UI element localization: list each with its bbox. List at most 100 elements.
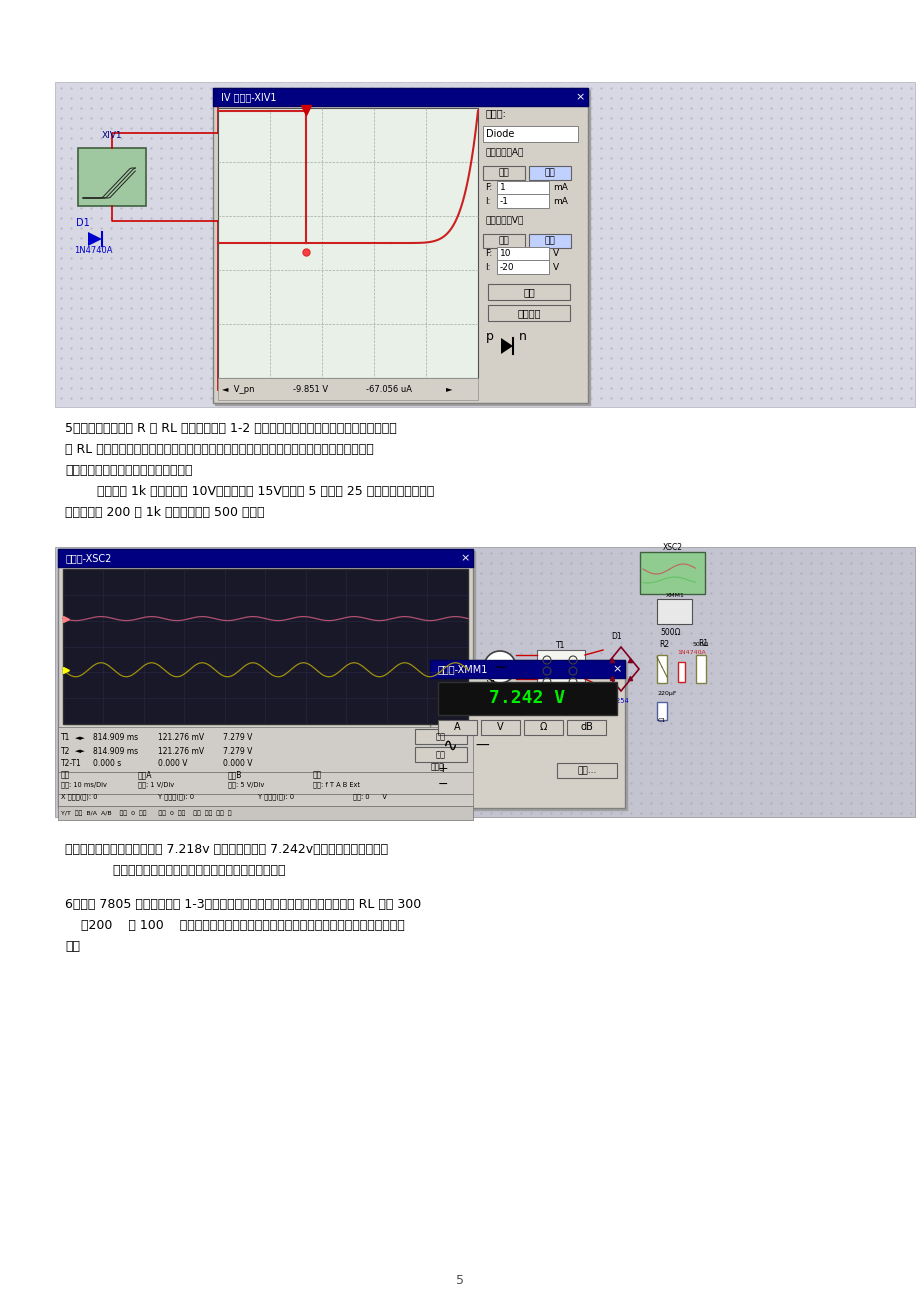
Text: 标度: 10 ms/Div: 标度: 10 ms/Div [61, 781, 107, 788]
Bar [482, 234, 525, 247]
Text: Y/T  动加  B/A  A/B    交流  0  直流      交流  0  直流    单次  正常  自动  无: Y/T 动加 B/A A/B 交流 0 直流 交流 0 直流 单次 正常 自动 … [61, 810, 232, 816]
Text: 流电阻应在 200 到 1k 欧姆之间，取 500 欧姆。: 流电阻应在 200 到 1k 欧姆之间，取 500 欧姆。 [65, 506, 265, 519]
Text: 电压范围（V）: 电压范围（V） [485, 215, 524, 224]
Text: -9.851 V: -9.851 V [292, 384, 328, 393]
Bar [482, 126, 577, 142]
Text: 500Ω: 500Ω [692, 642, 709, 647]
Bar [414, 747, 467, 762]
Text: 通道A: 通道A [138, 769, 153, 779]
Text: 反向: 反向 [436, 732, 446, 741]
Bar [58, 772, 472, 794]
Bar [677, 661, 685, 682]
Text: 5: 5 [456, 1273, 463, 1286]
Text: 线性: 线性 [544, 237, 555, 246]
Bar [537, 650, 584, 691]
Bar [437, 682, 617, 715]
Bar [60, 551, 474, 809]
Text: 814.909 ms: 814.909 ms [93, 733, 138, 742]
Text: 1N4740A: 1N4740A [676, 650, 705, 655]
Bar [218, 108, 478, 378]
Bar [414, 729, 467, 743]
Text: R1: R1 [698, 639, 708, 648]
Bar [481, 720, 519, 736]
Bar [640, 552, 704, 594]
Text: 吗？: 吗？ [65, 940, 80, 953]
Text: 时基: 时基 [61, 769, 70, 779]
Text: ∿: ∿ [441, 737, 457, 755]
Text: ×: × [460, 553, 470, 562]
Text: 水平: 0      V: 水平: 0 V [353, 793, 387, 799]
Text: ，200    和 100    时的负载电压。计算这些情况下的电流。负载电阻的値影响输出电压: ，200 和 100 时的负载电压。计算这些情况下的电流。负载电阻的値影响输出电… [65, 919, 404, 932]
Text: Y 轴位移(格): 0: Y 轴位移(格): 0 [158, 793, 194, 799]
Text: I:: I: [484, 197, 490, 206]
Text: mA: mA [552, 197, 567, 206]
Text: T1: T1 [61, 733, 70, 742]
Bar [432, 661, 627, 810]
Text: R2: R2 [658, 641, 668, 648]
Text: 7.279 V: 7.279 V [222, 746, 252, 755]
Text: I:: I: [484, 263, 490, 272]
Text: 0.000 V: 0.000 V [158, 759, 187, 768]
Text: 500Ω: 500Ω [659, 628, 680, 637]
Text: 220μF: 220μF [657, 691, 676, 697]
Text: ◄  V_pn: ◄ V_pn [221, 384, 255, 393]
Text: 若负载为 1k 欧姆，稳压 10V，输入电压 15V，电流 5 毫安到 25 毫安，则计算得出限: 若负载为 1k 欧姆，稳压 10V，输入电压 15V，电流 5 毫安到 25 毫… [65, 486, 434, 497]
Bar [58, 727, 472, 772]
Bar [482, 165, 525, 180]
Text: D1: D1 [76, 217, 90, 228]
Text: XIV1: XIV1 [102, 132, 122, 141]
Text: −: − [437, 777, 448, 790]
Bar [496, 194, 549, 208]
Text: n: n [518, 329, 527, 342]
Bar [58, 806, 472, 820]
Text: 设置...: 设置... [577, 766, 596, 775]
Text: 10:1: 10:1 [553, 693, 567, 698]
Bar [524, 720, 562, 736]
Text: Ω: Ω [539, 723, 547, 733]
Text: mA: mA [552, 184, 567, 193]
Text: 评论这些不同的负载电阻电路的工作。: 评论这些不同的负载电阻电路的工作。 [65, 464, 192, 477]
Text: 仿真参数: 仿真参数 [516, 309, 540, 318]
Text: T1: T1 [556, 641, 565, 650]
Text: p: p [485, 329, 494, 342]
Text: 60Hz: 60Hz [486, 700, 502, 704]
Text: 0.000 s: 0.000 s [93, 759, 121, 768]
Text: 对数: 对数 [498, 237, 509, 246]
Bar [218, 378, 478, 400]
Bar [62, 569, 468, 724]
Text: 示波器-XSC2: 示波器-XSC2 [66, 553, 112, 562]
Text: Y 轴位移(格): 0: Y 轴位移(格): 0 [257, 793, 294, 799]
Text: 对数: 对数 [498, 168, 509, 177]
Bar [487, 284, 570, 299]
Text: 实验记录：万用表的电压値从 7.218v 开始逐渐变化为 7.242v，改变速率先快后慢；: 实验记录：万用表的电压値从 7.218v 开始逐渐变化为 7.242v，改变速率… [65, 842, 388, 855]
Bar [213, 89, 587, 105]
Text: -67.056 uA: -67.056 uA [366, 384, 412, 393]
Bar [429, 660, 624, 678]
Polygon shape [501, 339, 513, 354]
Bar [496, 247, 549, 260]
Text: ×: × [574, 92, 584, 102]
Text: 3N254: 3N254 [607, 698, 630, 704]
Text: 外触发: 外触发 [430, 763, 445, 772]
Text: V: V [552, 250, 559, 259]
Text: 线性: 线性 [544, 168, 555, 177]
Text: 尺度: 5 V/Div: 尺度: 5 V/Div [228, 781, 264, 788]
Text: 0.000 V: 0.000 V [222, 759, 252, 768]
Text: D1: D1 [610, 631, 621, 641]
Bar [58, 549, 472, 807]
Bar [656, 599, 691, 624]
Text: 1: 1 [499, 184, 505, 193]
Text: A: A [454, 723, 460, 733]
Text: 1N4740A: 1N4740A [74, 246, 112, 255]
Bar [429, 660, 624, 809]
Bar [496, 260, 549, 273]
Text: T2-T1: T2-T1 [61, 759, 82, 768]
Bar [496, 181, 549, 195]
Bar [487, 305, 570, 322]
Bar [215, 90, 589, 405]
Text: 121.276 mV: 121.276 mV [158, 746, 204, 755]
Text: ►: ► [446, 384, 452, 393]
Text: 示波器的两条曲线的不同体现了稳压管的稳压作用。: 示波器的两条曲线的不同体现了稳压管的稳压作用。 [65, 865, 285, 878]
Text: T2: T2 [61, 746, 70, 755]
Text: 保存: 保存 [436, 750, 446, 759]
